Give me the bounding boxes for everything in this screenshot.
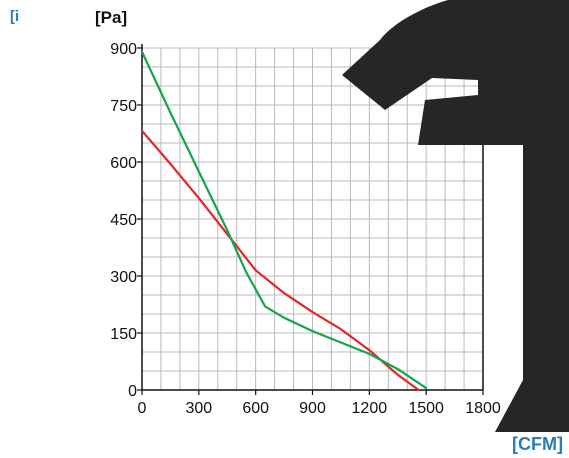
- x-tick-label: 1200: [352, 400, 388, 417]
- x-tick-label: 900: [299, 400, 326, 417]
- corner-mark: [i: [10, 8, 20, 25]
- x-tick-label: 1500: [408, 400, 444, 417]
- x-tick-label: 600: [242, 400, 269, 417]
- x-tick-label: 0: [138, 400, 147, 417]
- tick-labels: 0 300 600 900 1200 1500 1800 0 150 300 450 600 750 90…: [110, 41, 501, 417]
- x-axis-unit-label: [CFM]: [512, 434, 563, 454]
- y-axis-unit-label: [Pa]: [95, 8, 128, 27]
- y-tick-label: 0: [128, 383, 137, 400]
- grid: [142, 47, 483, 390]
- y-tick-label: 750: [110, 98, 137, 115]
- green-series-line: [140, 50, 428, 390]
- y-tick-label: 300: [110, 269, 137, 286]
- red-series-line: [140, 129, 420, 392]
- y-tick-label: 150: [110, 326, 137, 343]
- y-tick-label: 450: [110, 212, 137, 229]
- y-tick-label: 900: [110, 41, 137, 58]
- series-lines: [140, 50, 428, 392]
- y-tick-label: 600: [110, 155, 137, 172]
- x-tick-label: 1800: [465, 400, 501, 417]
- x-tick-label: 300: [185, 400, 212, 417]
- black-overlay-shape: [342, 0, 569, 432]
- black-overlay-shape: [342, 0, 569, 432]
